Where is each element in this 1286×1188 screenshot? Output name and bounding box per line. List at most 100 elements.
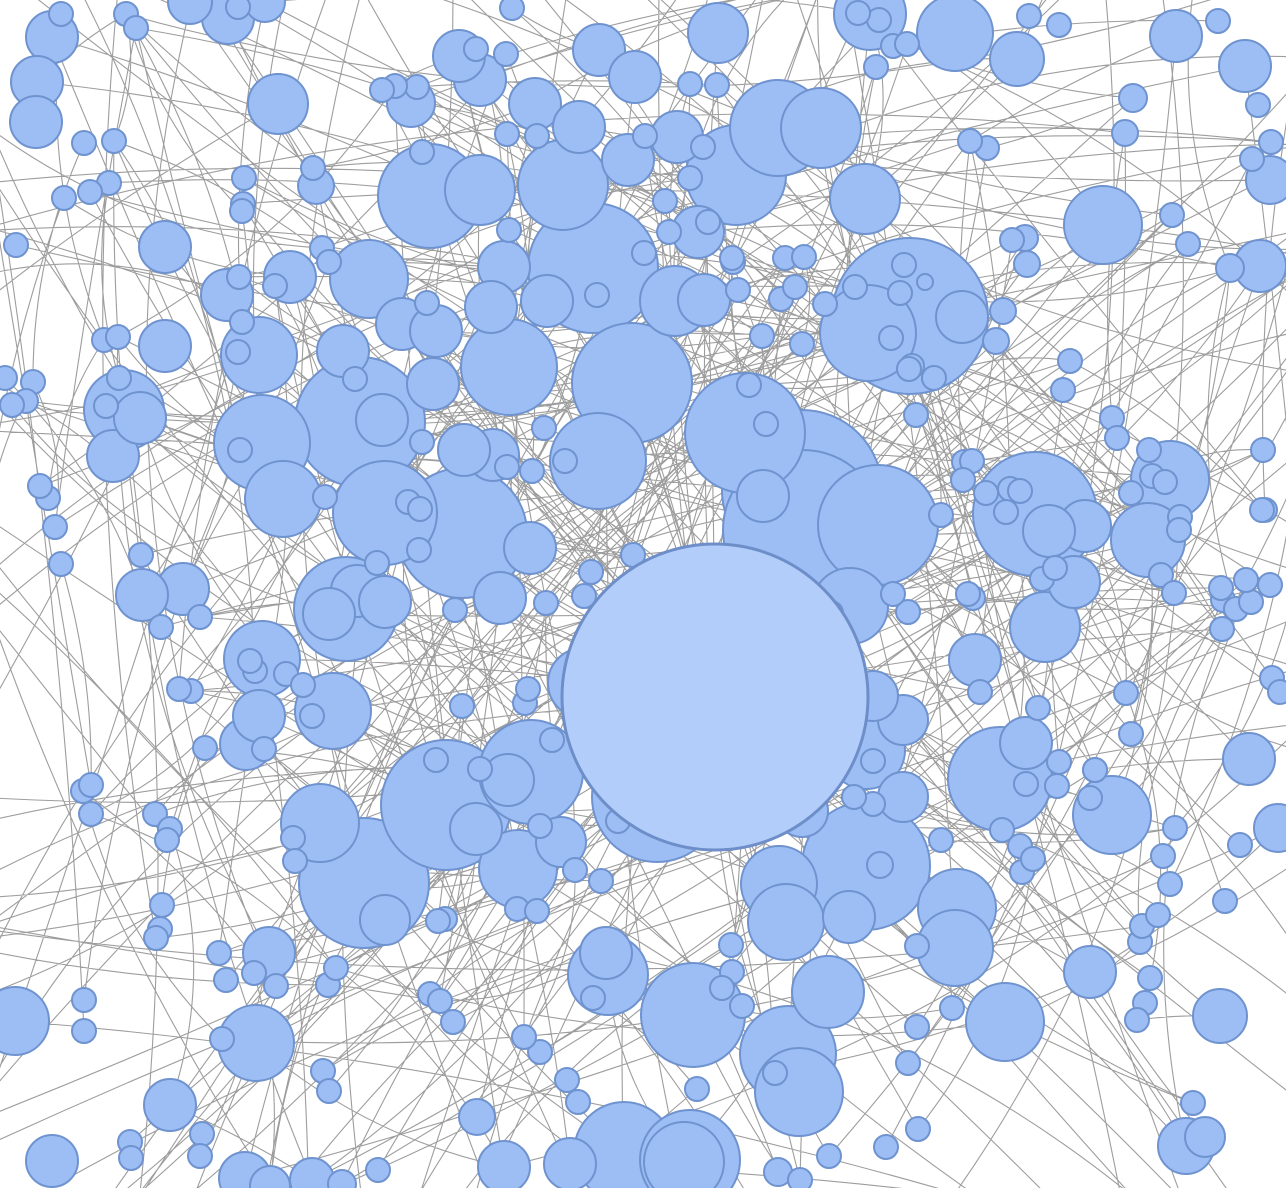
- graph-node[interactable]: [887, 280, 913, 306]
- graph-node[interactable]: [829, 163, 901, 235]
- graph-node[interactable]: [989, 31, 1045, 87]
- graph-node[interactable]: [1250, 437, 1276, 463]
- graph-node[interactable]: [656, 219, 682, 245]
- graph-node[interactable]: [247, 73, 309, 135]
- graph-node[interactable]: [1152, 469, 1178, 495]
- graph-node[interactable]: [517, 139, 609, 231]
- graph-node[interactable]: [903, 402, 929, 428]
- graph-node[interactable]: [115, 568, 169, 622]
- graph-node[interactable]: [1016, 3, 1042, 29]
- graph-node[interactable]: [935, 290, 989, 344]
- graph-node[interactable]: [928, 502, 954, 528]
- graph-node[interactable]: [48, 551, 74, 577]
- graph-node[interactable]: [860, 748, 886, 774]
- graph-node[interactable]: [138, 220, 192, 274]
- graph-node[interactable]: [437, 423, 491, 477]
- selected-hub-node[interactable]: [560, 542, 870, 852]
- graph-node[interactable]: [460, 318, 558, 416]
- graph-node[interactable]: [299, 703, 325, 729]
- graph-node[interactable]: [467, 756, 493, 782]
- graph-node[interactable]: [842, 274, 868, 300]
- graph-node[interactable]: [282, 848, 308, 874]
- graph-node[interactable]: [989, 297, 1017, 325]
- graph-node[interactable]: [1148, 562, 1174, 588]
- graph-node[interactable]: [251, 736, 277, 762]
- graph-node[interactable]: [464, 280, 518, 334]
- graph-node[interactable]: [1118, 480, 1144, 506]
- graph-node[interactable]: [241, 960, 267, 986]
- graph-node[interactable]: [999, 716, 1053, 770]
- graph-node[interactable]: [359, 894, 411, 946]
- graph-node[interactable]: [1212, 888, 1238, 914]
- graph-node[interactable]: [86, 429, 140, 483]
- graph-node[interactable]: [1249, 497, 1275, 523]
- graph-node[interactable]: [227, 437, 253, 463]
- graph-node[interactable]: [93, 393, 119, 419]
- graph-node[interactable]: [1209, 616, 1235, 642]
- graph-node[interactable]: [123, 15, 149, 41]
- graph-node[interactable]: [841, 784, 867, 810]
- graph-node[interactable]: [1192, 988, 1248, 1044]
- graph-node[interactable]: [1166, 517, 1192, 543]
- graph-node[interactable]: [1007, 478, 1033, 504]
- graph-node[interactable]: [687, 2, 749, 64]
- graph-node[interactable]: [101, 128, 127, 154]
- graph-node[interactable]: [358, 575, 412, 629]
- graph-node[interactable]: [1077, 785, 1103, 811]
- graph-node[interactable]: [294, 672, 372, 750]
- graph-node[interactable]: [209, 1026, 235, 1052]
- graph-node[interactable]: [71, 987, 97, 1013]
- graph-node[interactable]: [425, 908, 451, 934]
- graph-node[interactable]: [608, 50, 662, 104]
- graph-node[interactable]: [905, 1116, 931, 1142]
- graph-node[interactable]: [105, 324, 131, 350]
- graph-node[interactable]: [225, 339, 251, 365]
- graph-node[interactable]: [1159, 202, 1185, 228]
- graph-node[interactable]: [543, 1137, 597, 1188]
- graph-node[interactable]: [880, 581, 906, 607]
- graph-node[interactable]: [1013, 250, 1041, 278]
- graph-node[interactable]: [904, 1014, 930, 1040]
- graph-node[interactable]: [729, 993, 755, 1019]
- graph-node[interactable]: [496, 217, 522, 243]
- graph-node[interactable]: [1184, 1116, 1226, 1158]
- graph-node[interactable]: [588, 868, 614, 894]
- graph-node[interactable]: [189, 1121, 215, 1147]
- graph-node[interactable]: [580, 985, 606, 1011]
- graph-node[interactable]: [524, 123, 550, 149]
- graph-node[interactable]: [1050, 377, 1076, 403]
- graph-node[interactable]: [762, 1060, 788, 1086]
- graph-node[interactable]: [1218, 39, 1272, 93]
- graph-node[interactable]: [787, 1167, 813, 1188]
- graph-node[interactable]: [369, 77, 395, 103]
- graph-node[interactable]: [1253, 803, 1286, 853]
- graph-node[interactable]: [364, 550, 390, 576]
- graph-node[interactable]: [166, 676, 192, 702]
- graph-node[interactable]: [1258, 129, 1284, 155]
- graph-node[interactable]: [753, 411, 779, 437]
- graph-node[interactable]: [143, 925, 169, 951]
- graph-node[interactable]: [791, 244, 817, 270]
- graph-node[interactable]: [290, 672, 316, 698]
- graph-node[interactable]: [167, 0, 213, 25]
- graph-node[interactable]: [677, 273, 731, 327]
- graph-node[interactable]: [71, 1018, 97, 1044]
- graph-node[interactable]: [1150, 843, 1176, 869]
- graph-node[interactable]: [511, 1024, 537, 1050]
- graph-node[interactable]: [499, 0, 525, 21]
- graph-node[interactable]: [955, 581, 981, 607]
- graph-node[interactable]: [149, 892, 175, 918]
- graph-node[interactable]: [226, 264, 252, 290]
- graph-node[interactable]: [444, 154, 516, 226]
- graph-node[interactable]: [754, 1047, 844, 1137]
- graph-node[interactable]: [1136, 437, 1162, 463]
- graph-node[interactable]: [812, 291, 838, 317]
- graph-node[interactable]: [1227, 832, 1253, 858]
- graph-node[interactable]: [118, 1145, 144, 1171]
- graph-node[interactable]: [1057, 348, 1083, 374]
- graph-node[interactable]: [414, 290, 440, 316]
- graph-node[interactable]: [329, 239, 409, 319]
- graph-node[interactable]: [0, 392, 25, 418]
- graph-node[interactable]: [891, 252, 917, 278]
